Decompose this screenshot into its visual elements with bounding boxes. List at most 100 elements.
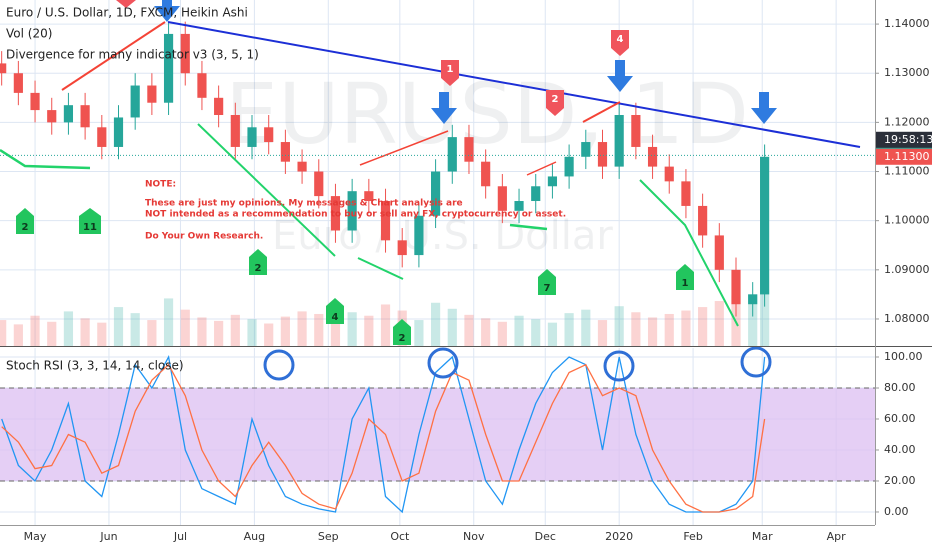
marker-shape [393,319,411,345]
candle-body [113,117,124,147]
volume-bar [347,312,357,346]
volume-bar [664,313,674,346]
trendline [582,101,621,123]
volume-bar [314,313,324,346]
x-tick-label: May [24,530,47,543]
y-tick-label: 1.09000 [884,263,930,276]
candle-body [214,97,224,116]
volume-bar [564,313,574,346]
marker-shape [546,90,564,116]
volume-bar [113,307,124,346]
volume-bar [631,312,641,346]
signal-marker: 2 [255,263,262,274]
volume-bar [748,294,758,346]
volume-bar [163,298,174,346]
volume-bar [464,314,474,346]
candle-body [431,171,441,216]
y-tick-label: 1.13000 [884,66,930,79]
candle-body [280,142,290,162]
volume-bar [197,317,207,346]
axes: May Jun Jul Aug Sep Oct Nov Dec 2020 Feb Mar Apr 1.0… [0,17,932,543]
candle-body [631,115,641,147]
x-tick-label: Jul [173,530,187,543]
arrow [154,0,180,22]
y-tick-label: 0.00 [884,505,909,518]
divergence-marker [116,0,136,8]
close-price-label: 1.11300 [884,150,930,163]
divergence-marker: 2 [552,94,559,105]
candle-body [0,63,7,74]
volume-bar [380,304,391,346]
volume-bar [547,322,558,346]
y-tick-label: 1.10000 [884,214,930,227]
candle-body [330,196,341,231]
x-tick-label: Jun [99,530,117,543]
y-tick-label: 1.14000 [884,17,930,30]
candle-body [297,161,307,172]
signal-markers: 2 11 2 4 2 7 1 [16,208,694,345]
arrow [431,92,457,124]
candle-body [364,191,374,202]
volume-bar [714,301,724,346]
volume-bar [63,311,74,346]
candle-body [760,156,770,295]
candle-body [698,205,708,236]
candle-body [180,33,190,74]
volume-bar [481,318,491,346]
volume-bar [0,320,7,346]
volume-bar [13,324,23,346]
note: These are just my opinions. My messages … [145,199,463,209]
candle-body [581,142,591,157]
arrows [154,0,777,124]
candle-body [531,186,541,202]
candle-body [614,115,624,167]
candle-body [481,161,491,187]
marker-shape [441,60,459,86]
candle-body [647,146,658,167]
volume-bar [414,320,424,346]
trendline [167,21,861,148]
candle-body [80,105,90,128]
volume-bar [247,319,257,346]
candle-body [564,156,574,177]
x-tick-label: Feb [683,530,702,543]
volume-bar [80,318,90,346]
note: NOT intended as a recommendation to buy … [145,210,566,220]
trendline [197,123,336,257]
candle-body [397,240,407,256]
trendline [639,179,739,327]
divergence-marker: 4 [617,34,624,45]
y-tick-label: 20.00 [884,474,916,487]
volume-bar [97,322,107,346]
note: NOTE: [145,180,176,190]
volume-bar [147,320,157,346]
bands [0,387,875,482]
marker-shape [676,264,694,290]
signal-marker: 1 [682,278,689,289]
volume-bar [264,323,274,346]
candles [0,21,770,317]
volume-bar [597,320,608,346]
circle [740,346,772,378]
y-tick-label: 80.00 [884,381,916,394]
x-tick-label: Apr [827,530,847,543]
candle-body [714,235,724,270]
trendline [357,257,404,280]
candle-body [597,142,608,167]
x-tick-label: Nov [463,530,485,543]
trendline [359,130,449,166]
candle-body [380,201,391,241]
candle-body [13,73,23,93]
candle-body [414,215,424,256]
chart-title: Euro / U.S. Dollar, 1D, FXCM, Heikin Ash… [6,6,248,20]
trendline [509,223,548,231]
candle-body [130,85,140,118]
indicator-label: Stoch RSI (3, 3, 14, 14, close) [6,359,184,373]
countdown: 19:58:13 [884,133,932,146]
x-tick-label: Dec [535,530,556,543]
x-tick-label: Mar [752,530,773,543]
marker-shape [16,208,34,234]
marker-shape [249,249,267,275]
y-tick-label: 1.11000 [884,165,930,178]
x-tick-label: Oct [390,530,410,543]
